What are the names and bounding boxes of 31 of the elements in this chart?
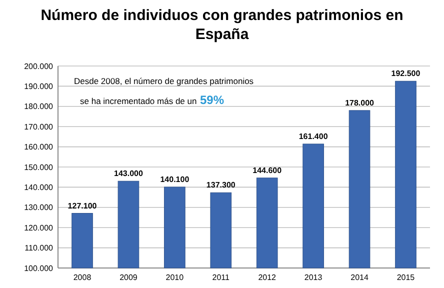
annotation: Desde 2008, el número de grandes patrimonios [74, 76, 254, 86]
y-tick-label: 120.000 [24, 223, 54, 232]
x-tick-label: 2008 [73, 273, 92, 282]
x-tick-label: 2010 [166, 273, 184, 282]
data-label: 161.400 [298, 132, 328, 141]
x-tick-label: 2012 [258, 273, 277, 282]
y-tick-label: 170.000 [24, 122, 54, 132]
data-label: 192.500 [391, 69, 421, 78]
y-tick-label: 110.000 [24, 244, 54, 253]
y-tick-label: 140.000 [24, 183, 54, 192]
data-label: 144.600 [252, 166, 282, 175]
y-tick-label: 160.000 [24, 142, 54, 152]
x-tick-label: 2014 [350, 273, 369, 282]
data-label: 143.000 [114, 169, 144, 178]
chart-title: Número de individuos con grandes patrimonios en España [40, 7, 404, 43]
data-label: 137.300 [206, 180, 236, 190]
y-tick-label: 200.000 [24, 62, 54, 71]
data-label: 178.000 [345, 98, 375, 108]
y-tick-label: 100.000 [24, 264, 54, 273]
data-label: 140.100 [160, 175, 190, 184]
x-tick-label: 2009 [120, 273, 138, 282]
annotation: 59% [200, 93, 224, 107]
x-tick-label: 2013 [304, 273, 323, 282]
y-tick-label: 130.000 [24, 203, 54, 212]
y-tick-label: 180.000 [24, 102, 54, 112]
x-tick-label: 2011 [212, 273, 230, 282]
y-tick-label: 150.000 [24, 162, 54, 172]
annotation: se ha incrementado más de un [80, 96, 197, 106]
x-tick-label: 2015 [396, 273, 416, 282]
y-tick-label: 190.000 [24, 82, 54, 91]
data-label: 127.100 [68, 201, 98, 210]
